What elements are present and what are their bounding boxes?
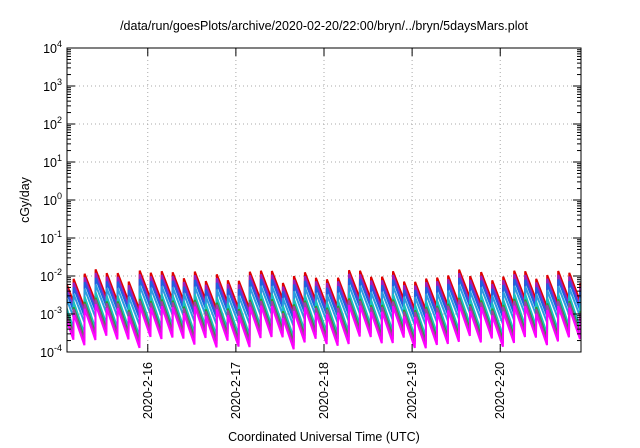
grid xyxy=(67,48,581,352)
y-tick-label: 101 xyxy=(43,153,62,170)
y-axis-label: cGy/day xyxy=(18,176,32,223)
series-line xyxy=(67,299,581,346)
y-tick-label: 104 xyxy=(43,39,62,56)
series-line xyxy=(67,269,581,312)
series-line xyxy=(67,303,581,350)
y-tick-label: 102 xyxy=(43,115,62,132)
series-line xyxy=(67,284,581,327)
y-tick-label: 10-1 xyxy=(40,229,62,246)
series-line xyxy=(67,291,581,339)
series-line xyxy=(67,272,581,317)
y-tick-label: 100 xyxy=(43,191,62,208)
x-tick-label: 2020-2-18 xyxy=(317,362,331,419)
x-axis-label: Coordinated Universal Time (UTC) xyxy=(228,430,420,444)
x-tick-label: 2020-2-19 xyxy=(405,362,419,419)
series-line xyxy=(67,277,581,321)
x-tick-label: 2020-2-16 xyxy=(141,362,155,419)
y-tick-label: 10-2 xyxy=(40,267,62,284)
series-group xyxy=(67,269,581,350)
x-tick-label: 2020-2-20 xyxy=(493,362,507,419)
y-tick-label: 10-3 xyxy=(40,305,62,322)
y-tick-label: 10-4 xyxy=(40,343,62,360)
x-tick-label: 2020-2-17 xyxy=(229,362,243,419)
y-tick-label: 103 xyxy=(43,77,62,94)
ticks: 10-4 10-3 10-2 10-1 100 101 102 103 104 2020-2-16… xyxy=(40,39,581,419)
chart-title: /data/run/goesPlots/archive/2020-02-20/2… xyxy=(120,19,528,33)
